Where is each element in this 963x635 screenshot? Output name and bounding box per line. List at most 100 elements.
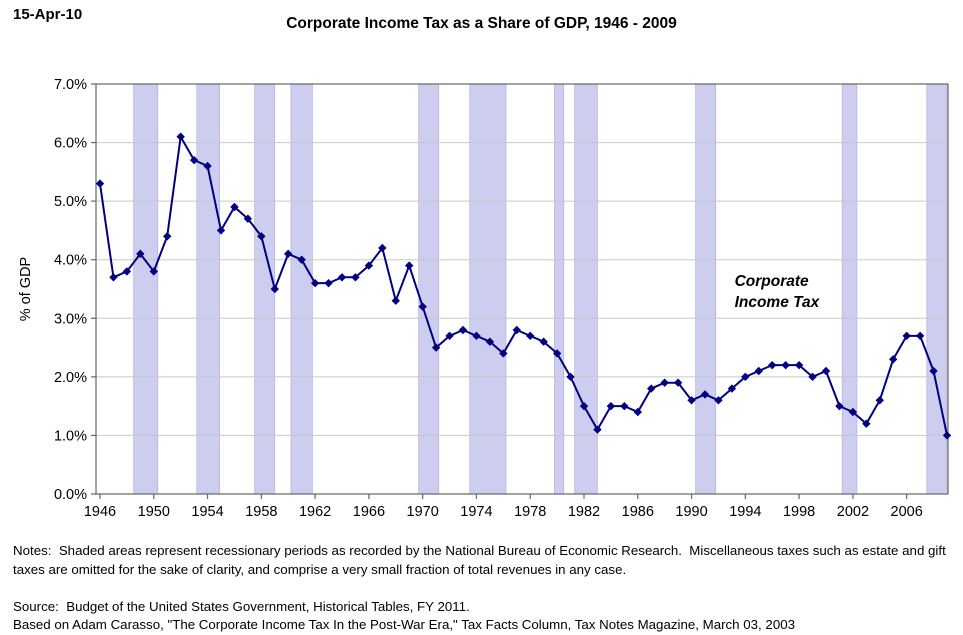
data-point — [243, 214, 253, 223]
recession-band — [418, 83, 440, 495]
data-point — [364, 261, 374, 270]
x-tick-label: 1974 — [460, 504, 492, 520]
data-point — [284, 249, 293, 259]
data-point — [270, 284, 279, 294]
data-point — [606, 401, 616, 411]
data-point — [660, 378, 669, 387]
x-tick-label: 1950 — [138, 504, 170, 520]
data-point — [673, 378, 683, 387]
data-point — [337, 273, 347, 282]
data-point — [391, 296, 400, 305]
recession-band — [926, 83, 948, 495]
data-point — [405, 261, 414, 270]
data-point — [566, 372, 575, 382]
data-point — [418, 302, 427, 311]
y-tick-label: 6.0% — [54, 136, 87, 152]
data-point — [929, 366, 938, 376]
chart-annotation: Income Tax — [735, 294, 821, 311]
data-point — [95, 179, 105, 188]
data-point — [875, 396, 884, 405]
data-point — [109, 273, 118, 282]
data-point — [485, 337, 495, 346]
data-point — [835, 401, 844, 411]
notes-text: Notes: Shaded areas represent recessiona… — [13, 543, 950, 577]
y-tick-label: 7.0% — [54, 77, 87, 93]
recession-band — [841, 83, 858, 495]
data-point — [526, 331, 535, 341]
y-tick-label: 3.0% — [54, 311, 87, 327]
recession-band — [196, 83, 220, 495]
y-axis-label: % of GDP — [18, 257, 34, 321]
data-point — [593, 425, 602, 434]
data-point — [768, 360, 777, 370]
data-point — [324, 278, 333, 288]
x-tick-label: 1970 — [407, 504, 439, 520]
data-point — [862, 419, 871, 428]
x-tick-label: 2006 — [891, 504, 923, 520]
data-point — [216, 226, 226, 235]
data-point — [821, 366, 831, 376]
data-point — [230, 202, 239, 212]
data-point — [552, 349, 562, 358]
data-point — [781, 360, 790, 370]
x-tick-label: 1994 — [729, 504, 761, 520]
data-point — [378, 243, 387, 253]
y-tick-label: 4.0% — [54, 253, 87, 269]
data-point — [149, 267, 158, 276]
recession-band — [133, 83, 159, 495]
x-tick-label: 1966 — [353, 504, 385, 520]
data-point — [176, 132, 185, 141]
source-line-1: Source: Budget of the United States Gove… — [13, 599, 470, 614]
recession-band — [695, 83, 717, 495]
data-point — [754, 366, 763, 376]
data-point — [727, 384, 737, 393]
data-point — [915, 331, 925, 341]
x-tick-label: 1986 — [622, 504, 654, 520]
data-point — [512, 325, 521, 335]
data-point — [808, 372, 817, 382]
recession-band — [554, 83, 565, 495]
data-point — [620, 401, 629, 411]
chart-title: Corporate Income Tax as a Share of GDP, … — [286, 15, 677, 32]
x-tick-label: 1978 — [514, 504, 546, 520]
data-point — [902, 331, 911, 341]
y-tick-label: 2.0% — [54, 370, 87, 386]
data-point — [163, 232, 172, 241]
data-point — [579, 401, 589, 411]
data-point — [122, 267, 132, 276]
data-point — [741, 372, 750, 382]
x-tick-label: 1982 — [568, 504, 600, 520]
source-line-2: Based on Adam Carasso, "The Corporate In… — [13, 617, 796, 632]
plot-border — [95, 83, 949, 495]
data-point — [794, 360, 804, 370]
data-point — [257, 232, 266, 241]
data-point — [297, 255, 306, 264]
data-point — [714, 396, 723, 405]
data-point — [136, 249, 145, 259]
data-point — [445, 331, 454, 341]
x-tick-label: 2002 — [837, 504, 869, 520]
data-point — [848, 407, 858, 417]
x-tick-label: 1954 — [191, 504, 223, 520]
x-tick-label: 1958 — [245, 504, 277, 520]
data-point — [700, 390, 710, 399]
x-tick-label: 1998 — [783, 504, 815, 520]
date-label: 15-Apr-10 — [13, 6, 83, 23]
y-tick-label: 1.0% — [54, 428, 87, 444]
recession-band — [469, 83, 507, 495]
data-point — [431, 343, 441, 352]
data-point — [203, 161, 212, 171]
data-point — [889, 355, 898, 364]
data-line — [99, 135, 948, 436]
data-point — [539, 337, 548, 346]
x-tick-label: 1946 — [84, 504, 116, 520]
recession-band — [290, 83, 313, 495]
data-point — [942, 431, 952, 440]
y-tick-label: 5.0% — [54, 194, 87, 210]
data-point — [458, 325, 468, 335]
data-point — [189, 155, 199, 165]
data-point — [633, 407, 642, 417]
recession-band — [574, 83, 598, 495]
data-point — [472, 331, 481, 341]
